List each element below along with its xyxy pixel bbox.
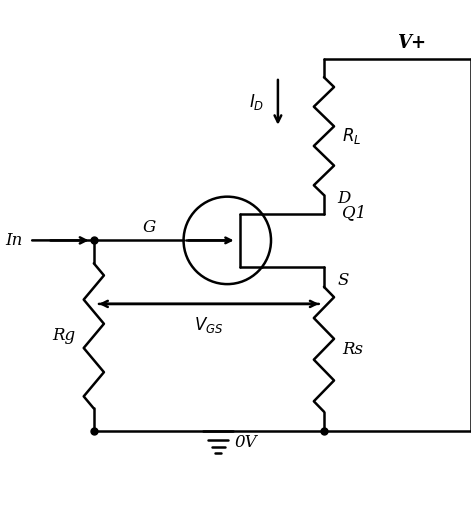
Text: 0V: 0V xyxy=(234,433,257,451)
Text: $R_L$: $R_L$ xyxy=(342,126,362,146)
Text: Q1: Q1 xyxy=(342,204,366,221)
Text: D: D xyxy=(338,190,351,207)
Text: In: In xyxy=(5,232,22,249)
Text: Rs: Rs xyxy=(342,341,364,358)
Text: S: S xyxy=(338,272,349,289)
Text: G: G xyxy=(143,219,156,236)
Text: $V_{GS}$: $V_{GS}$ xyxy=(194,315,224,336)
Text: $I_D$: $I_D$ xyxy=(249,92,264,112)
Text: V+: V+ xyxy=(397,34,426,52)
Text: Rg: Rg xyxy=(52,327,75,344)
